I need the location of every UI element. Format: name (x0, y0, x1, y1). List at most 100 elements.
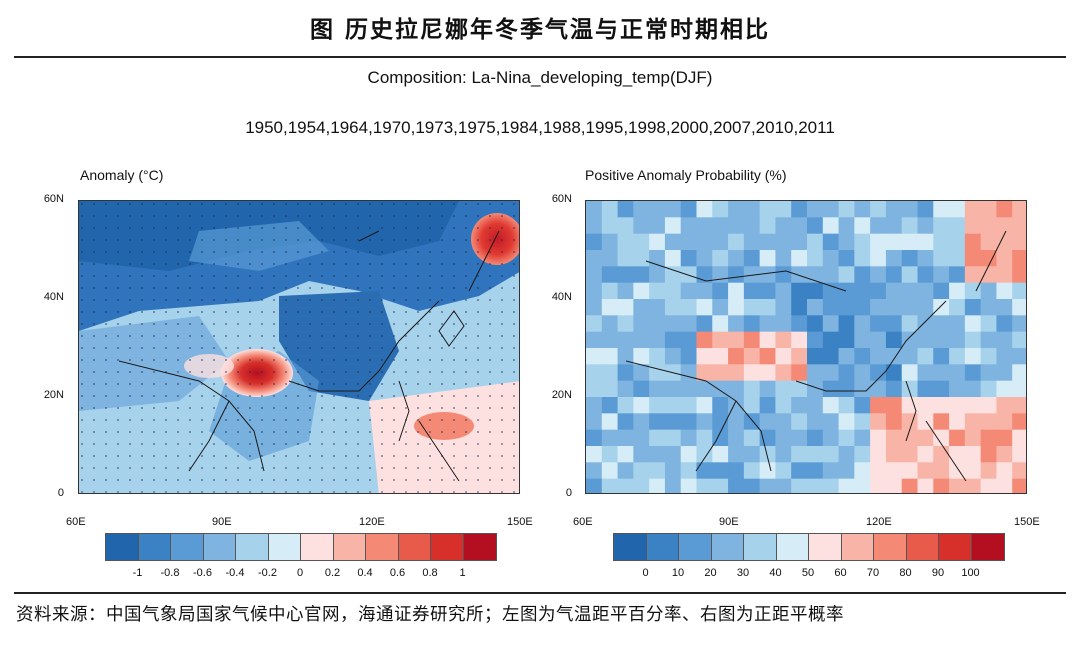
probability-grid-cell (649, 315, 666, 333)
probability-grid-cell (664, 315, 682, 333)
probability-colorbar-swatch (646, 534, 679, 560)
probability-grid-cell (949, 462, 966, 480)
probability-grid-cell (807, 446, 824, 463)
probability-grid-cell (743, 331, 761, 349)
probability-map (585, 200, 1027, 494)
probability-grid-cell (996, 201, 1013, 218)
probability-grid-cell (743, 299, 761, 316)
probability-grid-cell (775, 478, 792, 493)
probability-colorbar-swatch (874, 534, 907, 560)
anomaly-colorbar-swatch (236, 534, 269, 560)
probability-grid-cell (1012, 446, 1026, 463)
probability-grid-cell (791, 478, 808, 493)
probability-grid-cell (601, 299, 619, 316)
probability-grid-cell (1012, 364, 1026, 382)
probability-grid-cell (775, 462, 792, 480)
probability-grid-cell (712, 299, 729, 316)
probability-grid-cell (901, 299, 918, 316)
source-note: 资料来源：中国气象局国家气候中心官网，海通证券研究所；左图为气温距平百分率、右图… (16, 605, 844, 625)
probability-grid-cell (664, 413, 682, 431)
probability-grid-cell (586, 250, 603, 267)
probability-grid-cell (617, 233, 634, 251)
probability-grid-cell (1012, 462, 1026, 480)
probability-grid-cell (854, 397, 871, 414)
probability-grid-cell (933, 299, 950, 316)
probability-grid-cell (807, 217, 824, 235)
probability-grid-cell (854, 233, 871, 251)
probability-grid-cell (996, 380, 1013, 398)
probability-grid-cell (885, 331, 903, 349)
probability-grid-cell (838, 462, 855, 480)
probability-grid-cell (712, 348, 729, 365)
probability-grid-cell (870, 429, 887, 447)
probability-grid-cell (996, 282, 1013, 300)
lat-label-40n: 40N (551, 291, 572, 303)
probability-grid-cell (633, 462, 650, 480)
probability-grid-cell (775, 446, 792, 463)
probability-grid-cell (854, 364, 871, 382)
probability-grid-cell (870, 446, 887, 463)
lon-label-120e: 120E (359, 516, 385, 528)
anomaly-colorbar-swatch (138, 534, 171, 560)
anomaly-colorbar-swatch (171, 534, 204, 560)
probability-grid-cell (586, 413, 603, 431)
probability-grid-cell (980, 266, 997, 284)
probability-grid-cell (854, 462, 871, 480)
probability-grid-cell (949, 331, 966, 349)
probability-grid-cell (712, 364, 729, 382)
probability-grid-cell (1012, 397, 1026, 414)
probability-grid-cell (649, 299, 666, 316)
probability-grid-cell (854, 282, 871, 300)
anomaly-map (78, 200, 520, 494)
probability-grid-cell (680, 348, 697, 365)
probability-grid-cell (617, 315, 634, 333)
probability-grid-cell (649, 446, 666, 463)
probability-grid-cell (664, 282, 682, 300)
probability-grid-cell (949, 201, 966, 218)
probability-grid-cell (680, 413, 697, 431)
probability-grid-cell (743, 266, 761, 284)
probability-grid-cell (712, 201, 729, 218)
probability-grid-cell (712, 462, 729, 480)
probability-grid-cell (980, 217, 997, 235)
lat-label-0: 0 (565, 487, 572, 499)
bottom-rule (14, 592, 1066, 594)
probability-grid-cell (822, 462, 840, 480)
probability-grid-cell (586, 380, 603, 398)
probability-grid-cell (901, 233, 918, 251)
probability-grid-cell (917, 217, 934, 235)
probability-grid-cell (838, 266, 855, 284)
probability-colorbar-swatch (971, 534, 1004, 560)
probability-grid-cell (964, 331, 982, 349)
probability-grid-cell (617, 331, 634, 349)
probability-colorbar-tick-label: 10 (671, 567, 685, 579)
probability-grid-cell (696, 462, 713, 480)
probability-grid-cell (901, 380, 918, 398)
probability-grid-cell (807, 348, 824, 365)
probability-grid-cell (870, 380, 887, 398)
probability-grid-cell (649, 250, 666, 267)
probability-grid-cell (996, 446, 1013, 463)
probability-grid-cell (696, 201, 713, 218)
probability-colorbar-tick-label: 100 (961, 567, 980, 579)
anomaly-panel-title: Anomaly (°C) (80, 167, 164, 183)
probability-grid-cell (586, 348, 603, 365)
probability-grid-cell (1012, 250, 1026, 267)
probability-grid-cell (728, 413, 745, 431)
probability-grid-cell (728, 462, 745, 480)
probability-grid-cell (996, 217, 1013, 235)
probability-grid-cell (838, 429, 855, 447)
probability-grid-cell (885, 380, 903, 398)
probability-grid-cell (743, 446, 761, 463)
probability-grid-cell (822, 478, 840, 493)
probability-grid-cell (633, 348, 650, 365)
probability-grid-cell (680, 201, 697, 218)
probability-grid-cell (885, 462, 903, 480)
probability-grid-cell (712, 266, 729, 284)
lon-label-90e: 90E (719, 516, 739, 528)
probability-grid-cell (586, 397, 603, 414)
probability-grid-cell (728, 429, 745, 447)
probability-grid-cell (838, 478, 855, 493)
probability-grid-cell (791, 413, 808, 431)
probability-grid-cell (649, 478, 666, 493)
